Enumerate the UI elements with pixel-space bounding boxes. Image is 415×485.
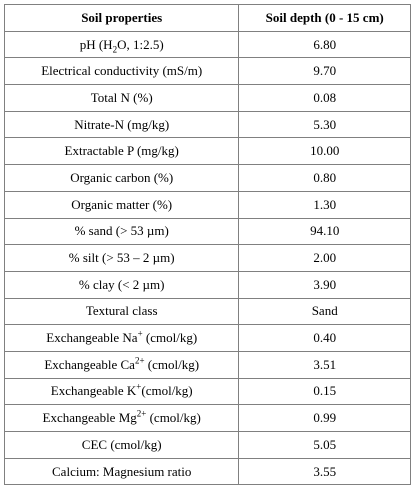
table-row: Exchangeable K+(cmol/kg) 0.15 xyxy=(3,377,411,406)
property-cell: % sand (> 53 µm) xyxy=(3,217,240,246)
value-cell: 10.00 xyxy=(238,137,411,166)
superscript-text: 2+ xyxy=(136,408,147,419)
table-row: Electrical conductivity (mS/m) 9.70 xyxy=(3,57,411,86)
superscript-text: 2+ xyxy=(134,355,145,366)
property-cell: Calcium: Magnesium ratio xyxy=(3,457,240,485)
table-row: Organic carbon (%) 0.80 xyxy=(3,164,411,192)
superscript-text: + xyxy=(137,328,143,339)
table-body: pH (H2O, 1:2.5) 6.80 Electrical conductivi… xyxy=(3,30,411,485)
property-cell: pH (H2O, 1:2.5) xyxy=(3,30,240,59)
property-cell: Exchangeable K+(cmol/kg) xyxy=(3,377,240,406)
table-row: Nitrate-N (mg/kg) 5.30 xyxy=(3,110,411,139)
value-cell: 3.51 xyxy=(238,350,411,379)
property-cell: % clay (< 2 µm) xyxy=(3,270,240,299)
value-cell: 9.70 xyxy=(238,57,411,86)
value-cell: 0.15 xyxy=(238,377,411,406)
table-row: % sand (> 53 µm) 94.10 xyxy=(3,217,411,246)
property-cell: % silt (> 53 – 2 µm) xyxy=(3,244,240,272)
value-cell: 6.80 xyxy=(238,30,411,59)
table-row: pH (H2O, 1:2.5) 6.80 xyxy=(3,30,411,59)
property-cell: Exchangeable Na+ (cmol/kg) xyxy=(3,324,240,352)
table-row: Organic matter (%) 1.30 xyxy=(3,190,411,219)
table-row: % silt (> 53 – 2 µm) 2.00 xyxy=(3,244,411,272)
value-cell: 1.30 xyxy=(238,190,411,219)
soil-properties-table-container: Soil properties Soil depth (0 - 15 cm) p… xyxy=(3,4,411,485)
value-cell: 0.80 xyxy=(238,164,411,192)
soil-properties-table: Soil properties Soil depth (0 - 15 cm) p… xyxy=(3,4,411,485)
table-row: Textural class Sand xyxy=(3,297,411,326)
value-cell: 3.55 xyxy=(238,457,411,485)
table-row: Exchangeable Ca2+ (cmol/kg) 3.51 xyxy=(3,350,411,379)
value-cell: 94.10 xyxy=(238,217,411,246)
property-cell: CEC (cmol/kg) xyxy=(3,431,240,459)
property-cell: Nitrate-N (mg/kg) xyxy=(3,110,240,139)
value-cell: 0.99 xyxy=(238,404,411,432)
property-cell: Organic matter (%) xyxy=(3,190,240,219)
table-row: CEC (cmol/kg) 5.05 xyxy=(3,431,411,459)
subscript-text: 2 xyxy=(112,44,118,55)
table-row: Extractable P (mg/kg) 10.00 xyxy=(3,137,411,166)
table-header-row: Soil properties Soil depth (0 - 15 cm) xyxy=(3,4,411,32)
table-row: Calcium: Magnesium ratio 3.55 xyxy=(3,457,411,485)
superscript-text: + xyxy=(136,382,142,393)
table-row: Exchangeable Mg2+ (cmol/kg) 0.99 xyxy=(3,404,411,432)
header-soil-properties: Soil properties xyxy=(3,4,240,32)
property-cell: Extractable P (mg/kg) xyxy=(3,137,240,166)
value-cell: 0.08 xyxy=(238,84,411,112)
value-cell: Sand xyxy=(238,297,411,326)
property-cell: Electrical conductivity (mS/m) xyxy=(3,57,240,86)
value-cell: 5.05 xyxy=(238,431,411,459)
value-cell: 0.40 xyxy=(238,324,411,352)
value-cell: 3.90 xyxy=(238,270,411,299)
property-cell: Exchangeable Mg2+ (cmol/kg) xyxy=(3,404,240,432)
table-row: % clay (< 2 µm) 3.90 xyxy=(3,270,411,299)
table-row: Total N (%) 0.08 xyxy=(3,84,411,112)
value-cell: 2.00 xyxy=(238,244,411,272)
property-cell: Organic carbon (%) xyxy=(3,164,240,192)
property-cell: Total N (%) xyxy=(3,84,240,112)
property-cell: Exchangeable Ca2+ (cmol/kg) xyxy=(3,350,240,379)
header-soil-depth: Soil depth (0 - 15 cm) xyxy=(238,4,411,32)
property-cell: Textural class xyxy=(3,297,240,326)
table-row: Exchangeable Na+ (cmol/kg) 0.40 xyxy=(3,324,411,352)
value-cell: 5.30 xyxy=(238,110,411,139)
